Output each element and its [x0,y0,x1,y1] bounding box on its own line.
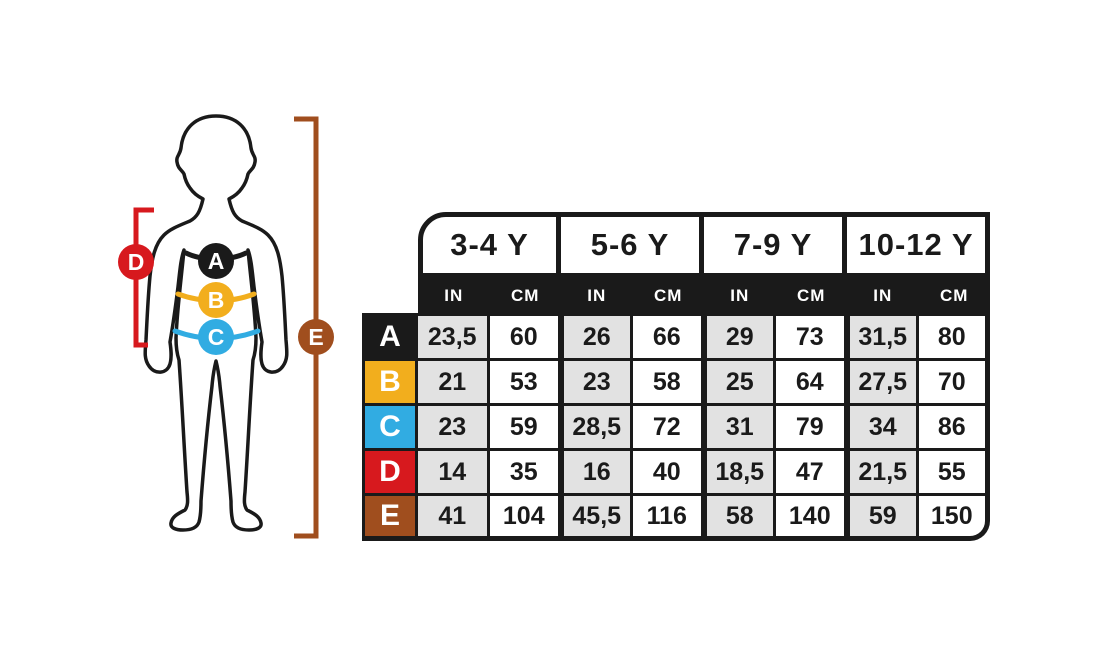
table-cell: 21 [418,358,490,406]
table-row-e: E 41 104 45,5 116 58 140 59 150 [362,493,990,541]
badge-letter-e: E [308,324,323,350]
unit-header: CM [797,285,826,305]
table-cell: 45,5 [561,493,633,541]
table-cell: 35 [489,448,561,496]
label-badge-c: C [198,319,234,355]
table-cell: 25 [704,358,776,406]
table-cell: 64 [775,358,847,406]
row-label-b: B [362,358,418,406]
table-cell: 41 [418,493,490,541]
table-cell: 40 [632,448,704,496]
table-cell: 34 [847,403,919,451]
row-label-e: E [362,493,418,541]
table-cell: 23 [561,358,633,406]
table-cell: 66 [632,313,704,361]
size-table: 3-4 Y 5-6 Y 7-9 Y 10-12 Y IN CM IN CM IN… [362,212,990,541]
table-cell: 26 [561,313,633,361]
table-cell: 31 [704,403,776,451]
table-cell: 116 [632,493,704,541]
unit-header-row: IN CM IN CM IN CM IN CM [418,278,990,313]
table-cell: 73 [775,313,847,361]
badge-letter-d: D [128,249,145,275]
table-cell: 58 [632,358,704,406]
table-cell: 28,5 [561,403,633,451]
age-group-header-row: 3-4 Y 5-6 Y 7-9 Y 10-12 Y [418,212,990,278]
label-badge-b: B [198,282,234,318]
table-cell: 59 [847,493,919,541]
age-group-header-7-9y: 7-9 Y [704,212,847,278]
label-badge-a: A [198,243,234,279]
unit-header: IN [587,285,607,305]
unit-header: CM [654,285,683,305]
unit-header: CM [511,285,540,305]
table-cell: 29 [704,313,776,361]
table-cell: 140 [775,493,847,541]
badge-letter-c: C [208,324,225,350]
table-cell: 70 [918,358,990,406]
table-cell: 21,5 [847,448,919,496]
table-cell: 104 [489,493,561,541]
age-group-header-3-4y: 3-4 Y [418,212,561,278]
unit-header: IN [873,285,893,305]
label-badge-d: D [118,244,154,280]
table-cell: 53 [489,358,561,406]
table-cell: 58 [704,493,776,541]
table-row-b: B 21 53 23 58 25 64 27,5 70 [362,358,990,406]
row-label-c: C [362,403,418,451]
table-cell: 47 [775,448,847,496]
table-cell: 27,5 [847,358,919,406]
table-row-c: C 23 59 28,5 72 31 79 34 86 [362,403,990,451]
label-badge-e: E [298,319,334,355]
badge-letter-a: A [208,248,225,274]
table-cell: 79 [775,403,847,451]
row-label-a: A [362,313,418,361]
unit-header: CM [940,285,969,305]
table-cell: 72 [632,403,704,451]
table-cell: 60 [489,313,561,361]
row-label-d: D [362,448,418,496]
table-cell: 23,5 [418,313,490,361]
table-cell: 31,5 [847,313,919,361]
table-cell: 55 [918,448,990,496]
unit-header: IN [730,285,750,305]
age-group-header-10-12y: 10-12 Y [847,212,990,278]
body-measurement-diagram: A B C D E [118,114,334,539]
unit-header: IN [444,285,464,305]
table-cell: 18,5 [704,448,776,496]
table-cell: 23 [418,403,490,451]
badge-letter-b: B [208,287,225,313]
table-cell: 150 [918,493,990,541]
table-cell: 14 [418,448,490,496]
age-group-header-5-6y: 5-6 Y [561,212,704,278]
table-cell: 59 [489,403,561,451]
table-cell: 80 [918,313,990,361]
table-cell: 86 [918,403,990,451]
table-cell: 16 [561,448,633,496]
table-row-a: A 23,5 60 26 66 29 73 31,5 80 [362,313,990,361]
table-row-d: D 14 35 16 40 18,5 47 21,5 55 [362,448,990,496]
